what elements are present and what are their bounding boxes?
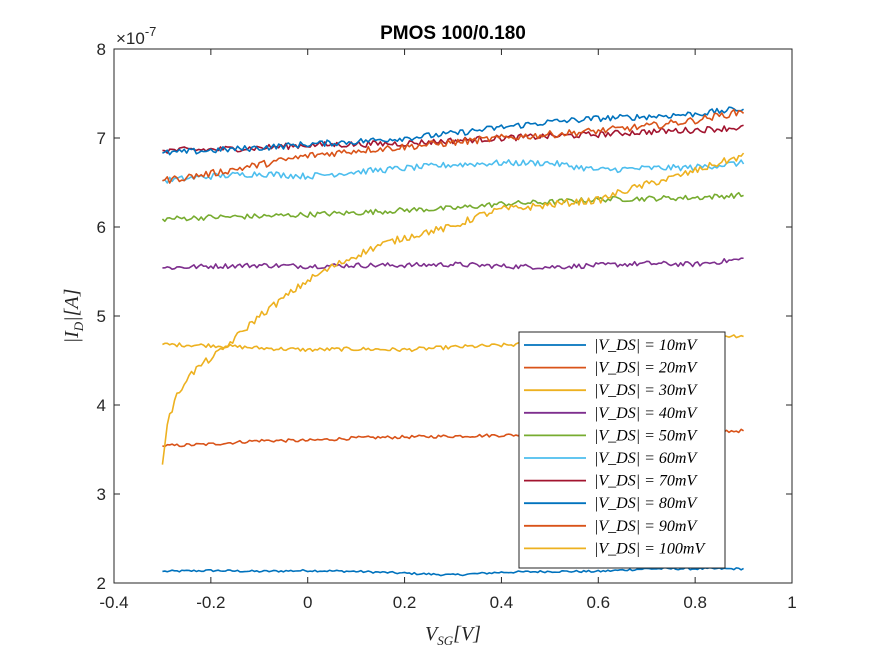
legend-entry: |V_DS| = 30mV: [594, 382, 698, 399]
y-tick-label: 6: [97, 218, 106, 237]
y-tick-label: 4: [97, 396, 106, 415]
series-line: [161, 152, 745, 465]
legend-entry: |V_DS| = 100mV: [594, 540, 706, 557]
y-axis: 2 3 4 5 6 7 8: [97, 40, 792, 593]
legend: |V_DS| = 10mV |V_DS| = 20mV |V_DS| = 30mV |…: [518, 331, 726, 569]
x-tick-label: -0.4: [99, 593, 128, 612]
x-tick-label: 0.4: [490, 593, 514, 612]
series-line: [162, 106, 744, 156]
series-line: [162, 108, 745, 184]
series-line: [161, 191, 744, 223]
x-tick-label: 0.8: [683, 593, 707, 612]
series-layer: [161, 106, 745, 577]
legend-entry: |V_DS| = 20mV: [594, 360, 698, 377]
y-tick-label: 5: [97, 307, 106, 326]
legend-entry: |V_DS| = 10mV: [594, 337, 698, 354]
x-tick-label: 0: [303, 593, 312, 612]
legend-box: [518, 331, 726, 569]
x-tick-label: 0.2: [393, 593, 417, 612]
y-tick-label: 7: [97, 129, 106, 148]
y-tick-label: 2: [97, 574, 106, 593]
y-tick-label: 3: [97, 485, 106, 504]
series-line: [162, 159, 745, 184]
series-line: [162, 257, 744, 270]
legend-entry: |V_DS| = 80mV: [594, 495, 698, 512]
y-tick-label: 8: [97, 40, 106, 59]
series-line: [162, 124, 744, 154]
x-axis: -0.4 -0.2 0 0.2 0.4 0.6 0.8 1: [99, 49, 797, 612]
x-tick-label: 1: [787, 593, 796, 612]
y-axis-label: |ID|[A]: [61, 289, 86, 344]
x-axis-label: VSG[V]: [425, 623, 481, 648]
x-tick-label: 0.6: [586, 593, 610, 612]
x-tick-label: -0.2: [196, 593, 225, 612]
y-exponent-label: ×10-7: [116, 24, 156, 48]
legend-entry: |V_DS| = 90mV: [594, 518, 698, 535]
chart-title: PMOS 100/0.180: [380, 23, 526, 44]
legend-entry: |V_DS| = 60mV: [594, 450, 698, 467]
legend-entry: |V_DS| = 50mV: [594, 427, 698, 444]
legend-entry: |V_DS| = 70mV: [594, 473, 698, 490]
legend-entry: |V_DS| = 40mV: [594, 405, 698, 422]
